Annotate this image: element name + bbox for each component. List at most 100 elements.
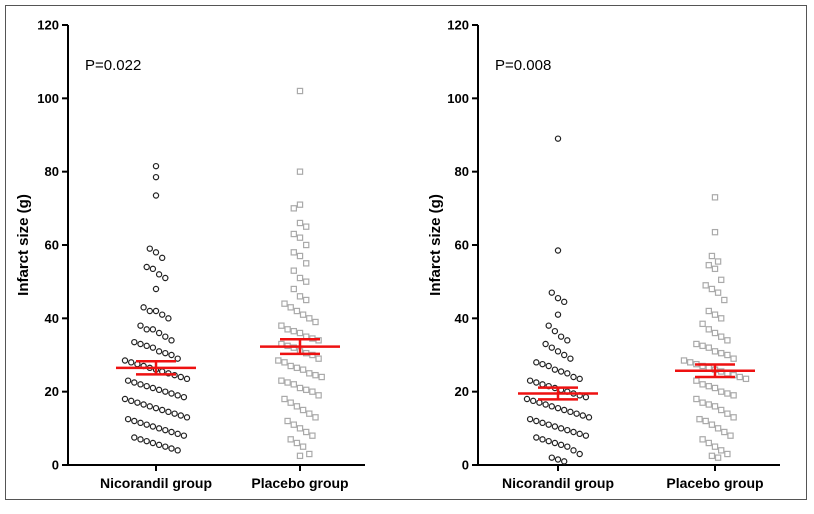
data-point (557, 425, 565, 432)
data-point (570, 373, 577, 381)
data-point (296, 168, 304, 175)
data-point (296, 384, 304, 392)
y-tick-label: 20 (45, 384, 59, 399)
data-point (293, 307, 301, 315)
data-point (705, 326, 713, 333)
data-point (278, 322, 285, 329)
data-point (561, 406, 568, 414)
data-point (551, 327, 559, 335)
data-point (162, 426, 169, 434)
data-point (557, 441, 565, 449)
data-point (730, 392, 737, 399)
y-tick-label: 100 (447, 91, 469, 106)
data-point (705, 344, 713, 351)
y-tick-label: 120 (37, 18, 59, 33)
data-point (299, 311, 307, 318)
panel-right: P=0.008 Infarct size (g) Nicorandil grou… (427, 18, 780, 491)
data-point (303, 296, 310, 304)
data-point (548, 403, 556, 410)
data-point (137, 322, 144, 329)
data-point (149, 265, 157, 273)
data-point (143, 382, 150, 390)
data-point (171, 410, 178, 417)
data-point (124, 377, 132, 384)
data-point (162, 333, 169, 340)
data-point (693, 340, 700, 348)
data-point (121, 395, 129, 403)
data-point (303, 260, 310, 267)
data-point (293, 439, 301, 447)
data-point (284, 379, 291, 386)
panel-left: P=0.022 Infarct size (g) Nicorandil grou… (15, 18, 365, 491)
data-point (576, 450, 583, 458)
data-point (293, 364, 301, 372)
data-point (533, 359, 540, 366)
data-point (143, 421, 150, 428)
data-point (536, 399, 543, 406)
data-point (564, 337, 571, 344)
data-point (278, 377, 285, 384)
data-point (724, 410, 731, 417)
data-point (721, 296, 728, 304)
data-point (564, 443, 571, 450)
data-point (554, 404, 562, 412)
data-point (742, 375, 750, 383)
data-point (158, 254, 166, 262)
data-point (730, 355, 737, 362)
data-point (146, 403, 153, 410)
data-point (155, 348, 163, 355)
data-point (287, 362, 294, 370)
data-point (699, 320, 706, 328)
data-point (155, 329, 163, 337)
data-point (168, 351, 175, 359)
data-point (140, 304, 147, 311)
data-point (582, 393, 590, 401)
figure-border (5, 5, 807, 500)
data-point (545, 421, 552, 428)
data-point (567, 408, 574, 416)
data-point (724, 390, 731, 397)
data-point (287, 399, 294, 406)
data-point (134, 399, 141, 406)
data-point (542, 401, 549, 408)
data-point (576, 430, 583, 438)
data-point (717, 406, 725, 414)
data-point (315, 355, 322, 362)
data-point (554, 294, 562, 302)
data-point (724, 351, 731, 359)
data-point (296, 219, 304, 227)
data-point (137, 436, 144, 443)
data-point (152, 404, 160, 412)
data-point (705, 261, 713, 269)
data-point (714, 289, 722, 296)
data-point (708, 285, 716, 293)
data-point (545, 322, 552, 329)
data-point (155, 386, 163, 394)
y-tick-label: 20 (455, 384, 469, 399)
data-point (303, 241, 310, 249)
data-point (711, 443, 719, 450)
data-point (131, 434, 138, 441)
data-point (131, 379, 138, 386)
y-tick-label: 80 (455, 164, 469, 179)
p-value-annotation: P=0.008 (495, 57, 551, 74)
data-point (131, 338, 138, 346)
data-point (721, 428, 728, 436)
data-point (174, 430, 181, 438)
x-category-label-nicorandil: Nicorandil group (502, 475, 614, 491)
data-point (281, 300, 288, 307)
data-point (162, 349, 169, 357)
data-point (290, 249, 298, 256)
data-point (168, 390, 175, 397)
data-point (296, 452, 304, 460)
data-point (557, 368, 565, 375)
data-point (702, 282, 709, 289)
data-point (717, 349, 725, 357)
data-point (730, 414, 737, 421)
data-point (548, 344, 556, 351)
data-point (183, 414, 191, 421)
data-point (143, 263, 150, 271)
data-point (711, 348, 719, 355)
data-point (281, 395, 288, 403)
data-point (303, 223, 310, 230)
